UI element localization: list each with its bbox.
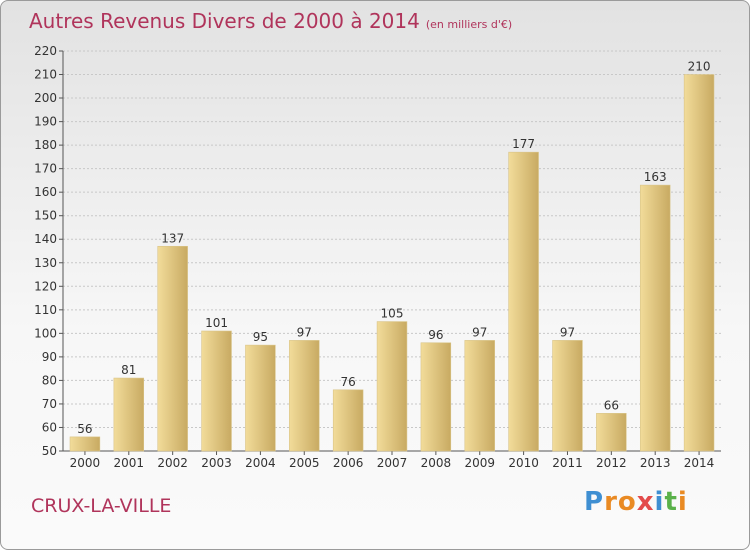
- bar-value-label: 81: [121, 363, 136, 377]
- x-tick-label: 2008: [421, 456, 452, 470]
- value-labels: 56 81 137 101 95 97 76 105 96 97 177 97 66 163 210: [77, 60, 710, 436]
- bar: [639, 184, 671, 452]
- y-tick-label: 70: [42, 397, 57, 411]
- y-tick-label: 100: [34, 326, 57, 340]
- x-tick-label: 2000: [70, 456, 101, 470]
- bar: [420, 342, 452, 452]
- x-tick-label: 2012: [596, 456, 627, 470]
- y-tick-label: 160: [34, 185, 57, 199]
- y-tick-label: 140: [34, 232, 57, 246]
- bar-value-label: 97: [297, 325, 312, 339]
- y-tick-label: 170: [34, 162, 57, 176]
- logo-letter: P: [584, 487, 605, 517]
- x-tick-label: 2001: [114, 456, 145, 470]
- x-tick-label: 2013: [640, 456, 671, 470]
- x-tick-label: 2002: [157, 456, 188, 470]
- y-tick-label: 200: [34, 91, 57, 105]
- bar-value-label: 66: [604, 398, 619, 412]
- chart-title-main: Autres Revenus Divers de 2000 à 2014: [29, 9, 420, 33]
- bar-value-label: 105: [381, 307, 404, 321]
- bar-value-label: 96: [428, 328, 443, 342]
- y-tick-label: 190: [34, 115, 57, 129]
- bar: [201, 330, 232, 452]
- bar: [376, 321, 408, 452]
- bar: [289, 340, 320, 452]
- logo-letter: o: [617, 487, 637, 517]
- x-tick-label: 2005: [289, 456, 320, 470]
- x-tick-label: 2011: [552, 456, 583, 470]
- bar-value-label: 101: [205, 316, 228, 330]
- chart-subtitle: (en milliers d'€): [425, 18, 513, 31]
- bar: [245, 344, 276, 452]
- x-tick-label: 2009: [464, 456, 495, 470]
- y-tick-label: 50: [42, 444, 57, 458]
- bar: [596, 413, 627, 452]
- y-tick-label: 110: [34, 303, 57, 317]
- bar: [69, 436, 101, 452]
- y-tick-label: 210: [34, 68, 57, 82]
- logo-letter: i: [654, 487, 665, 517]
- bar-value-label: 177: [512, 137, 535, 151]
- logo-letter: t: [664, 487, 678, 517]
- x-tick-label: 2003: [201, 456, 232, 470]
- y-tick-label: 60: [42, 420, 57, 434]
- bar-value-label: 137: [161, 231, 184, 245]
- bar-value-label: 97: [560, 325, 575, 339]
- x-tick-label: 2007: [377, 456, 408, 470]
- bar: [683, 74, 715, 452]
- bars: [69, 74, 715, 452]
- y-tick-label: 80: [42, 373, 57, 387]
- y-tick-label: 220: [34, 44, 57, 58]
- chart-title: Autres Revenus Divers de 2000 à 2014 (en …: [29, 9, 512, 33]
- logo-letter: r: [604, 487, 618, 517]
- bar-value-label: 97: [472, 325, 487, 339]
- bar: [552, 340, 583, 452]
- logo-letter: i: [677, 487, 688, 517]
- bar-value-label: 210: [688, 60, 711, 74]
- bar-value-label: 56: [77, 422, 92, 436]
- x-tick-label: 2006: [333, 456, 364, 470]
- y-tick-label: 130: [34, 256, 57, 270]
- x-tick-label: 2004: [245, 456, 276, 470]
- x-tick-label: 2014: [684, 456, 715, 470]
- y-tick-label: 180: [34, 138, 57, 152]
- y-tick-label: 150: [34, 209, 57, 223]
- x-tick-label: 2010: [508, 456, 539, 470]
- city-name: CRUX-LA-VILLE: [31, 495, 172, 517]
- y-tick-label: 90: [42, 350, 57, 364]
- bar: [113, 377, 145, 452]
- bar: [157, 245, 188, 452]
- y-tick-label: 120: [34, 279, 57, 293]
- logo-letter: x: [636, 487, 655, 517]
- bar-value-label: 163: [644, 170, 667, 184]
- bar: [332, 389, 364, 452]
- bar-value-label: 95: [253, 330, 268, 344]
- bar-value-label: 76: [340, 375, 355, 389]
- proxiti-logo: Proxiti: [584, 487, 688, 517]
- bar: [464, 340, 495, 452]
- bar: [508, 151, 539, 452]
